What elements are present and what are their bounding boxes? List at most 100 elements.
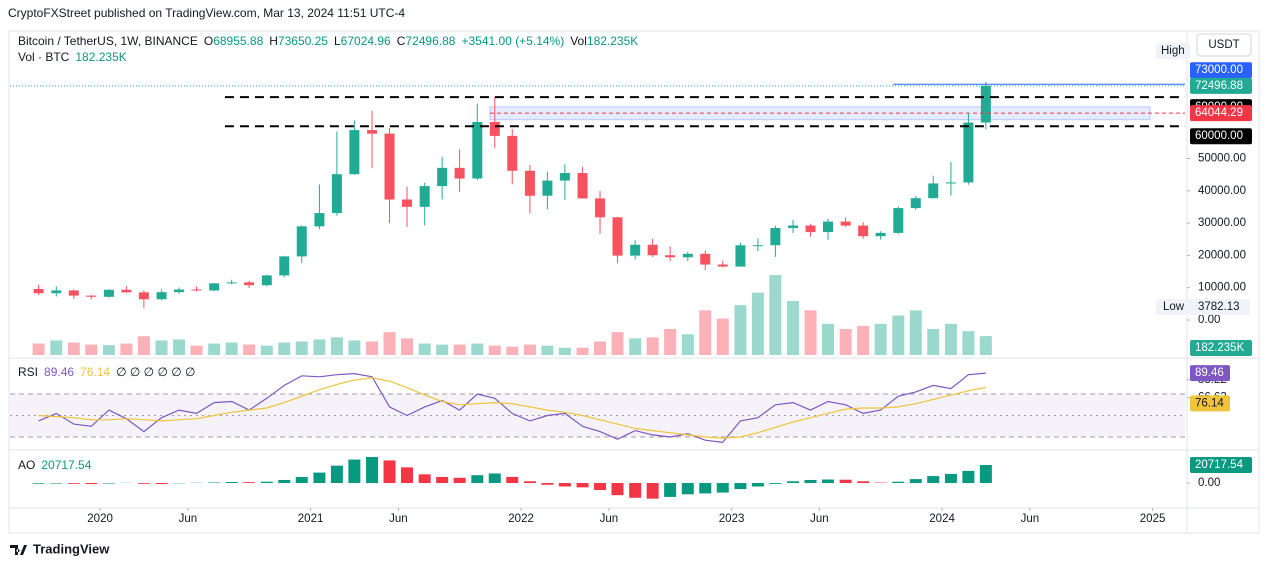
- currency-box[interactable]: [1196, 33, 1252, 57]
- volume-bar: [260, 345, 273, 355]
- volume-bar: [804, 310, 817, 355]
- oscillator-bar: [611, 483, 624, 496]
- volume-legend-value: 182.235K: [75, 50, 126, 64]
- oscillator-bar: [418, 474, 431, 484]
- volume-bar: [857, 325, 870, 355]
- volume-bar: [611, 332, 624, 355]
- candle-body: [384, 133, 395, 200]
- volume-legend-key: Vol · BTC: [18, 50, 70, 64]
- oscillator-bar: [892, 481, 905, 484]
- candle-body: [51, 290, 62, 294]
- low-marker-key: Low: [1163, 301, 1185, 313]
- volume-bar: [313, 339, 326, 355]
- candle-body: [296, 226, 307, 257]
- candle-body: [261, 275, 272, 286]
- oscillator-bar: [243, 482, 256, 484]
- volume-badge-bg: [1190, 340, 1252, 356]
- volume-bar: [629, 338, 642, 355]
- indicator-value: 89.46: [44, 365, 74, 379]
- volume-bar: [751, 292, 764, 355]
- x-tick-label: Jun: [810, 513, 829, 525]
- candle-body: [472, 121, 483, 179]
- volume-key: Vol: [570, 34, 587, 48]
- oscillator-bar: [787, 481, 800, 484]
- candle-body: [279, 256, 290, 276]
- candle-body: [682, 253, 693, 258]
- indicator-badge-bg: [1190, 365, 1230, 382]
- volume-bar: [927, 329, 940, 355]
- candle-body: [752, 245, 763, 247]
- volume-bar: [330, 337, 343, 355]
- volume-bar: [50, 340, 63, 355]
- indicator-title: AO: [18, 458, 35, 472]
- volume-bar: [32, 343, 45, 355]
- oscillator-bar: [348, 459, 361, 484]
- ohlc-key: O: [204, 34, 213, 48]
- x-tick-label: Jun: [1021, 513, 1040, 525]
- volume-bar: [155, 340, 168, 355]
- candle-body: [577, 173, 588, 199]
- volume-bar: [348, 340, 361, 355]
- level-badge-bg: [1190, 105, 1252, 122]
- publisher-line: CryptoFXStreet published on TradingView.…: [8, 6, 405, 20]
- candle-body: [700, 253, 711, 265]
- volume-bar: [190, 345, 203, 355]
- candle-body: [174, 289, 185, 293]
- oscillator-bar: [400, 467, 413, 484]
- candle-body: [156, 292, 167, 300]
- oscillator-bar: [839, 479, 852, 484]
- candle-body: [349, 130, 360, 175]
- candle-body: [86, 295, 97, 297]
- candle-body: [770, 228, 781, 246]
- candle-body: [735, 245, 746, 267]
- oscillator-bar: [453, 477, 466, 484]
- x-tick-label: 2023: [719, 513, 745, 525]
- legend-line: Bitcoin / TetherUS, 1W, BINANCE O68955.88…: [18, 34, 638, 48]
- level-badge: 64044.29: [1195, 107, 1243, 119]
- volume-bar: [734, 305, 747, 355]
- oscillator-bar: [523, 481, 536, 484]
- volume-bar: [909, 310, 922, 355]
- oscillator-bar: [506, 476, 519, 484]
- candle-body: [401, 199, 412, 207]
- candle-body: [840, 221, 851, 226]
- volume-bar: [243, 344, 256, 355]
- candle-body: [630, 244, 641, 256]
- candle-body: [928, 183, 939, 199]
- volume-bar: [278, 342, 291, 355]
- volume-bar: [471, 343, 484, 355]
- oscillator-bar: [576, 483, 589, 488]
- candle-body: [559, 173, 570, 181]
- volume-bar: [418, 343, 431, 355]
- oscillator-bar: [594, 483, 607, 490]
- oscillator-bar: [366, 456, 379, 484]
- volume-bar: [681, 334, 694, 355]
- y-tick-label: 20000.00: [1198, 249, 1246, 261]
- oscillator-bar: [208, 482, 221, 484]
- y-tick-label: 40000.00: [1198, 185, 1246, 197]
- indicator-badge-bg: [1190, 457, 1252, 474]
- level-badge: 73000.00: [1195, 64, 1243, 76]
- volume-bar: [436, 344, 449, 355]
- volume-badge: 182.235K: [1195, 342, 1245, 354]
- candle-body: [910, 198, 921, 209]
- currency-label[interactable]: USDT: [1208, 39, 1239, 51]
- volume-bar: [979, 336, 992, 355]
- y-tick-label: 0.00: [1198, 477, 1220, 489]
- candle-body: [331, 174, 342, 214]
- candle-body: [788, 225, 799, 229]
- ohlc-key: L: [334, 34, 341, 48]
- candle-body: [893, 208, 904, 233]
- oscillator-bar: [225, 481, 238, 484]
- level-badge-bg: [1190, 62, 1252, 79]
- volume-bar: [137, 336, 150, 355]
- candle-body: [717, 264, 728, 267]
- volume-bar: [225, 342, 238, 355]
- oscillator-bar: [330, 465, 343, 484]
- indicator-line: [38, 377, 987, 439]
- oscillator-bar: [734, 483, 747, 490]
- oscillator-bar: [944, 473, 957, 484]
- indicator-badge-bg: [1190, 395, 1230, 412]
- oscillator-bar: [979, 465, 992, 484]
- volume-bar: [400, 338, 413, 355]
